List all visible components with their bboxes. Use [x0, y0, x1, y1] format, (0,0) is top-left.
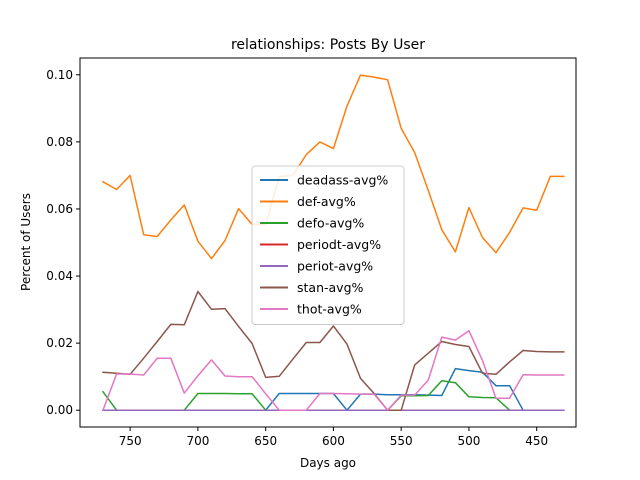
series-line-def-avg: [101, 74, 565, 260]
legend-entry: periodt-avg%: [297, 237, 381, 252]
y-axis-label: Percent of Users: [19, 193, 33, 291]
x-axis-label: Days ago: [300, 456, 356, 470]
plot-frame: [79, 57, 577, 428]
x-tick-label: 650: [254, 434, 277, 448]
legend-entry: periot-avg%: [297, 259, 373, 274]
x-tick-label: 450: [525, 434, 548, 448]
x-tick-label: 600: [322, 434, 345, 448]
y-tick-label: 0.02: [46, 336, 73, 350]
x-tick-label: 500: [457, 434, 480, 448]
legend-box: [251, 165, 405, 325]
x-tick-label: 550: [390, 434, 413, 448]
legend-entry: def-avg%: [297, 194, 356, 209]
y-tick-label: 0.00: [46, 403, 73, 417]
x-tick-label: 700: [186, 434, 209, 448]
y-tick-label: 0.08: [46, 135, 73, 149]
y-tick-label: 0.10: [46, 68, 73, 82]
legend-entry: thot-avg%: [297, 302, 362, 317]
legend: deadass-avg% def-avg% defo-avg% periodt-avg…: [251, 165, 405, 325]
axis-ticks: 750 700 650 600 550 500 450 0.00 0.02 0.04 0.06 0.0…: [46, 68, 548, 448]
legend-entry: defo-avg%: [297, 216, 364, 231]
x-tick-label: 750: [119, 434, 142, 448]
series-group: [101, 74, 565, 412]
y-tick-label: 0.04: [46, 269, 73, 283]
y-tick-label: 0.06: [46, 202, 73, 216]
legend-entry: stan-avg%: [297, 280, 363, 295]
chart-title: relationships: Posts By User: [231, 37, 425, 53]
series-line-thot-avg: [102, 329, 565, 412]
legend-entry: deadass-avg%: [297, 173, 388, 188]
